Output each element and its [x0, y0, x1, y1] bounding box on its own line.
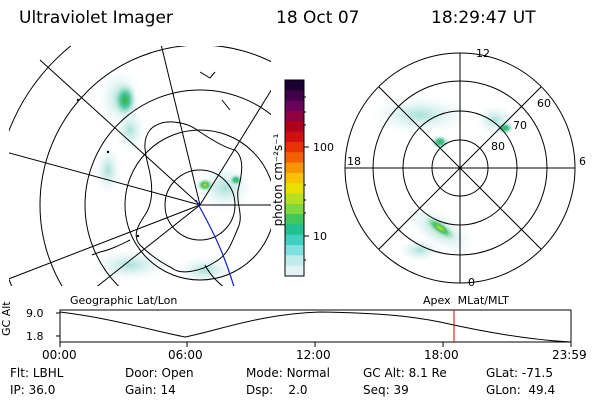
colorbar-band — [285, 80, 304, 91]
mlat-label-60: 60 — [537, 97, 551, 110]
colorbar-band — [285, 193, 304, 205]
info-seq: Seq: 39 — [363, 383, 409, 397]
mlt-label-12: 12 — [476, 47, 490, 60]
colorbar-band — [285, 90, 304, 102]
colorbar-band — [285, 234, 304, 246]
colorbar-band — [285, 110, 304, 122]
timeline-xtick-0: 00:00 — [42, 348, 77, 362]
colorbar-band — [285, 121, 304, 133]
altitude-timeline — [56, 309, 572, 347]
colorbar-band — [285, 100, 304, 112]
mlt-label-18: 18 — [347, 155, 361, 168]
timeline-xtick-4: 23:59 — [552, 348, 587, 362]
colorbar-band — [285, 214, 304, 225]
mlat-label-80: 80 — [491, 140, 505, 153]
info-mode: Mode: Normal — [246, 366, 330, 380]
left-panel-label: Geographic Lat/Lon — [70, 294, 178, 307]
colorbar-tick-10: 10 — [313, 230, 327, 243]
colorbar-unit-label: photon cm⁻²s⁻¹ — [271, 133, 285, 227]
info-gc-alt: GC Alt: 8.1 Re — [363, 366, 447, 380]
colorbar-tick-100: 100 — [313, 141, 334, 154]
timeline-ytick-top: 9.0 — [26, 307, 44, 320]
info-door: Door: Open — [125, 366, 194, 380]
time-label: 18:29:47 UT — [431, 8, 536, 28]
colorbar-ticks — [284, 79, 309, 277]
colorbar-band — [285, 141, 304, 153]
magnetic-polar-map — [344, 52, 576, 284]
colorbar — [285, 80, 304, 277]
info-ip: IP: 36.0 — [10, 383, 56, 397]
info-glon: GLon: 49.4 — [486, 383, 556, 397]
colorbar-band — [285, 245, 304, 256]
geographic-map — [9, 46, 271, 286]
mlt-label-0: 0 — [468, 276, 475, 289]
timeline-ytick-bottom: 1.8 — [26, 330, 44, 343]
colorbar-band — [285, 172, 304, 184]
mlt-label-6: 6 — [579, 155, 586, 168]
colorbar-band — [285, 183, 304, 194]
info-glat: GLat: -71.5 — [486, 366, 553, 380]
timeline-xtick-3: 18:00 — [424, 348, 459, 362]
mlat-label-70: 70 — [513, 119, 527, 132]
date-label: 18 Oct 07 — [276, 8, 360, 28]
colorbar-band — [285, 152, 304, 164]
colorbar-band — [285, 203, 304, 215]
colorbar-band — [285, 255, 304, 267]
colorbar-band — [285, 162, 304, 174]
timeline-axis-label: GC Alt — [0, 301, 13, 336]
colorbar-band — [285, 131, 304, 143]
info-flt: Flt: LBHL — [10, 366, 64, 380]
colorbar-band — [285, 265, 304, 277]
info-gain: Gain: 14 — [125, 383, 176, 397]
info-dsp: Dsp: 2.0 — [246, 383, 308, 397]
app-title: Ultraviolet Imager — [19, 8, 173, 28]
timeline-xtick-1: 06:00 — [168, 348, 203, 362]
timeline-xtick-2: 12:00 — [296, 348, 331, 362]
colorbar-band — [285, 224, 304, 236]
right-panel-label: Apex MLat/MLT — [423, 294, 509, 307]
